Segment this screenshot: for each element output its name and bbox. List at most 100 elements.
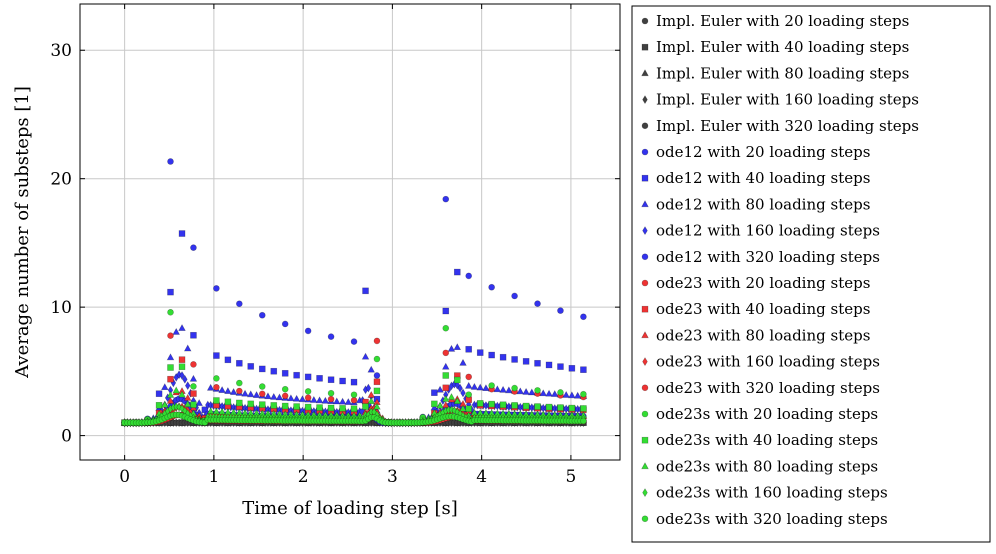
- data-point: [178, 390, 186, 398]
- data-point: [464, 381, 473, 389]
- data-point: [373, 402, 381, 410]
- x-tick-label: 1: [208, 467, 219, 487]
- data-point: [304, 394, 312, 402]
- data-point: [182, 374, 188, 384]
- data-point: [573, 391, 582, 399]
- data-point: [499, 401, 507, 409]
- legend-marker: [642, 95, 648, 105]
- legend-entry: ode12 with 160 loading steps: [656, 222, 880, 240]
- data-point: [465, 405, 473, 413]
- data-point: [167, 375, 174, 383]
- data-point: [310, 395, 318, 403]
- legend-entry: ode23s with 20 loading steps: [656, 405, 878, 423]
- legend-marker: [642, 357, 648, 367]
- data-point: [499, 385, 507, 393]
- legend-marker: [641, 515, 649, 523]
- legend-marker: [642, 226, 648, 236]
- legend-marker: [641, 410, 649, 418]
- data-point: [436, 385, 444, 393]
- legend-marker: [641, 122, 649, 130]
- data-point: [522, 387, 530, 395]
- data-point: [190, 383, 197, 390]
- data-point: [338, 397, 347, 405]
- data-point: [373, 387, 381, 395]
- data-point: [213, 397, 220, 404]
- data-point: [178, 323, 186, 331]
- data-point: [167, 364, 174, 371]
- axis-ticks: 0 1 2 3 4 5 0 10 20 30: [50, 4, 620, 487]
- x-tick-label: 0: [119, 467, 130, 487]
- data-point: [332, 397, 341, 405]
- data-point: [190, 401, 197, 408]
- legend-entry: Impl. Euler with 160 loading steps: [656, 91, 919, 109]
- legend-entry: ode23 with 320 loading steps: [656, 379, 880, 397]
- legend-entry: Impl. Euler with 320 loading steps: [656, 117, 919, 135]
- data-point: [367, 390, 376, 398]
- data-point: [183, 400, 192, 408]
- data-point: [511, 402, 518, 409]
- data-point: [511, 356, 518, 363]
- data-point: [298, 395, 307, 403]
- data-point: [441, 394, 450, 402]
- legend-entry: ode23 with 40 loading steps: [656, 300, 870, 318]
- data-point: [190, 361, 197, 368]
- legend-entry: ode12 with 40 loading steps: [656, 169, 870, 187]
- data-point: [327, 333, 335, 340]
- data-point: [166, 396, 175, 404]
- legend-marker: [641, 253, 649, 261]
- data-point: [281, 392, 289, 400]
- data-point: [281, 320, 289, 328]
- data-point: [176, 370, 182, 380]
- data-point: [488, 283, 495, 291]
- data-point: [252, 391, 261, 398]
- data-point: [499, 353, 507, 361]
- data-point: [258, 311, 266, 319]
- data-point: [545, 361, 553, 369]
- data-point: [224, 398, 232, 406]
- data-point: [246, 390, 255, 398]
- data-point: [545, 389, 553, 397]
- data-point: [476, 349, 484, 356]
- x-tick-label: 2: [298, 467, 309, 487]
- data-point: [367, 397, 376, 404]
- data-point: [493, 385, 502, 393]
- legend: Impl. Euler with 20 loading steps Impl. E…: [631, 5, 991, 543]
- data-point: [476, 383, 485, 391]
- data-point: [442, 324, 450, 332]
- data-point: [568, 364, 576, 372]
- data-point: [447, 392, 456, 400]
- data-point: [465, 272, 473, 280]
- data-point: [167, 332, 174, 339]
- data-point: [172, 386, 181, 394]
- data-point: [293, 403, 300, 410]
- data-point: [287, 394, 295, 402]
- data-point: [166, 390, 175, 398]
- legend-entry: ode23s with 40 loading steps: [656, 431, 878, 449]
- data-point: [167, 308, 174, 316]
- legend-marker: [641, 17, 649, 25]
- data-point: [270, 367, 278, 375]
- data-point: [488, 382, 495, 389]
- legend-entry: Impl. Euler with 20 loading steps: [656, 12, 909, 30]
- data-point: [442, 349, 450, 357]
- x-axis-label: Time of loading step [s]: [242, 498, 458, 519]
- plot-frame: [79, 3, 621, 461]
- data-point: [327, 395, 335, 403]
- data-point: [557, 363, 564, 370]
- data-point: [172, 327, 181, 335]
- data-point: [580, 366, 587, 373]
- data-point: [373, 372, 381, 379]
- data-point: [189, 374, 198, 382]
- data-point: [362, 403, 369, 410]
- legend-marker: [641, 462, 649, 470]
- data-point: [213, 352, 220, 359]
- legend-entry: ode23 with 160 loading steps: [656, 353, 880, 371]
- legend-entry: ode12 with 80 loading steps: [656, 195, 870, 213]
- legend-marker: [641, 174, 649, 182]
- data-point: [155, 390, 163, 398]
- data-point: [350, 378, 358, 386]
- data-point: [365, 383, 372, 393]
- data-point: [580, 390, 587, 398]
- data-point: [236, 399, 243, 407]
